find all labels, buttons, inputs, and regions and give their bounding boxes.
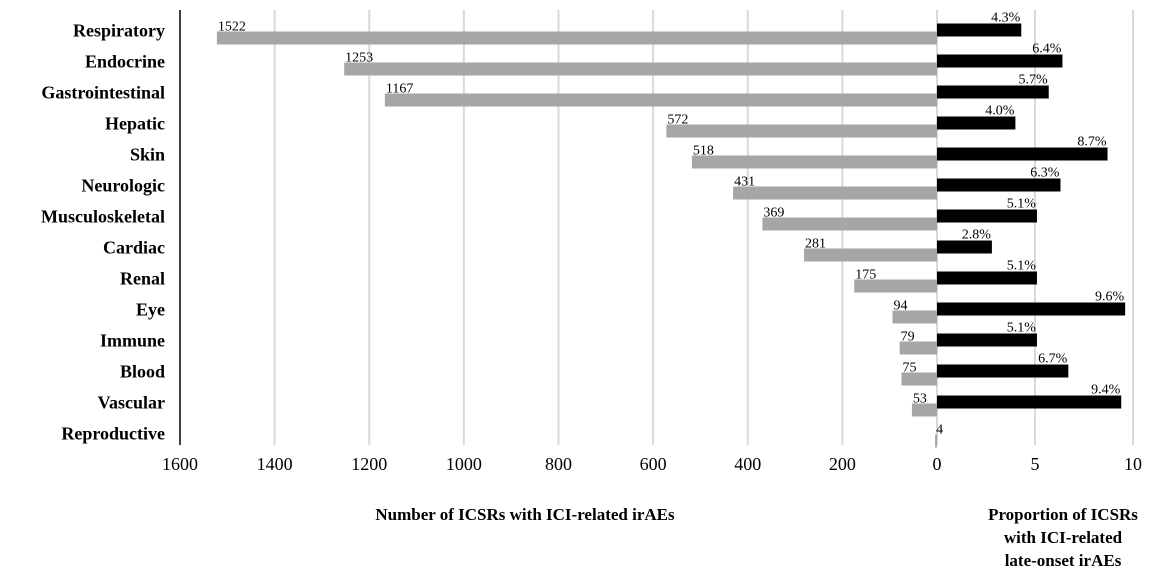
bar [892,310,937,324]
bar [344,62,937,76]
right-axis-title-line-1: Proportion of ICSRs [988,505,1138,524]
bar [937,395,1122,409]
category-label: Gastrointestinal [41,83,165,103]
category-label: Hepatic [105,114,165,134]
data-label: 4.3% [991,11,1021,26]
data-label: 5.7% [1019,73,1049,88]
tick-label: 1600 [162,454,198,474]
data-label: 4.0% [985,104,1015,119]
data-label: 9.6% [1095,290,1125,305]
data-label: 9.4% [1091,383,1121,398]
bar [937,147,1108,161]
data-label: 1522 [218,20,246,35]
bar [762,217,937,231]
bar [937,209,1037,223]
category-label: Eye [136,300,165,320]
data-label: 1253 [345,51,373,66]
bar [666,124,937,138]
data-label: 4 [936,423,943,438]
left-axis-title: Number of ICSRs with ICI-related irAEs [375,505,675,524]
data-label: 281 [805,237,826,252]
bar [804,248,937,262]
category-label: Neurologic [81,176,165,196]
bar [937,85,1049,99]
data-label: 6.4% [1032,42,1062,57]
data-label: 94 [894,299,908,314]
data-label: 369 [763,206,784,221]
data-label: 5.1% [1007,321,1037,336]
gridlines [273,10,1134,445]
bar [911,403,937,417]
tick-label: 800 [545,454,572,474]
bar [937,178,1061,192]
tick-label: 400 [734,454,761,474]
bar [384,93,937,107]
data-label: 75 [903,361,917,376]
bar [216,31,937,45]
left-series-bars [216,31,937,448]
tick-label: 5 [1031,454,1040,474]
data-label: 431 [734,175,755,190]
tick-label: 1000 [446,454,482,474]
data-label: 79 [901,330,915,345]
bar [854,279,937,293]
data-label: 8.7% [1077,135,1107,150]
data-label: 2.8% [962,228,992,243]
data-label: 6.3% [1030,166,1060,181]
tick-label: 200 [829,454,856,474]
data-label: 5.1% [1007,259,1037,274]
category-label: Respiratory [73,21,165,41]
right-axis-title-line-3: late-onset irAEs [1005,551,1122,570]
bar [937,23,1022,37]
category-labels: Respiratory Endocrine Gastrointestinal Hepa… [41,21,165,444]
data-label: 175 [855,268,876,283]
tick-label: 1200 [351,454,387,474]
category-label: Reproductive [61,424,165,444]
data-label: 53 [913,392,927,407]
bar [937,333,1037,347]
bar [937,116,1016,130]
right-axis-title-line-2: with ICI-related [1004,528,1123,547]
tick-label: 600 [640,454,667,474]
data-labels: 15224.3%12536.4%11675.7%5724.0%5188.7%43… [218,11,1125,438]
category-label: Immune [100,331,165,351]
data-label: 5.1% [1007,197,1037,212]
bar [691,155,937,169]
tick-label: 10 [1124,454,1142,474]
bar [937,271,1037,285]
data-label: 6.7% [1038,352,1068,367]
category-label: Musculoskeletal [41,207,165,227]
right-series-bars [937,23,1126,409]
data-label: 518 [693,144,714,159]
data-label: 572 [667,113,688,128]
category-label: Vascular [98,393,165,413]
bar [733,186,937,200]
bar [937,302,1126,316]
category-label: Cardiac [103,238,165,258]
data-label: 1167 [386,82,413,97]
axis-ticks: 1600 1400 1200 1000 800 600 400 200 0 5 10 [162,454,1142,474]
category-label: Blood [120,362,165,382]
bar [937,54,1063,68]
tick-label: 1400 [257,454,293,474]
category-label: Endocrine [85,52,165,72]
bar [937,240,992,254]
bar [901,372,937,386]
bar [899,341,937,355]
bar [937,364,1069,378]
tick-label: 0 [933,454,942,474]
category-label: Skin [130,145,165,165]
category-label: Renal [120,269,165,289]
bar [935,434,937,448]
